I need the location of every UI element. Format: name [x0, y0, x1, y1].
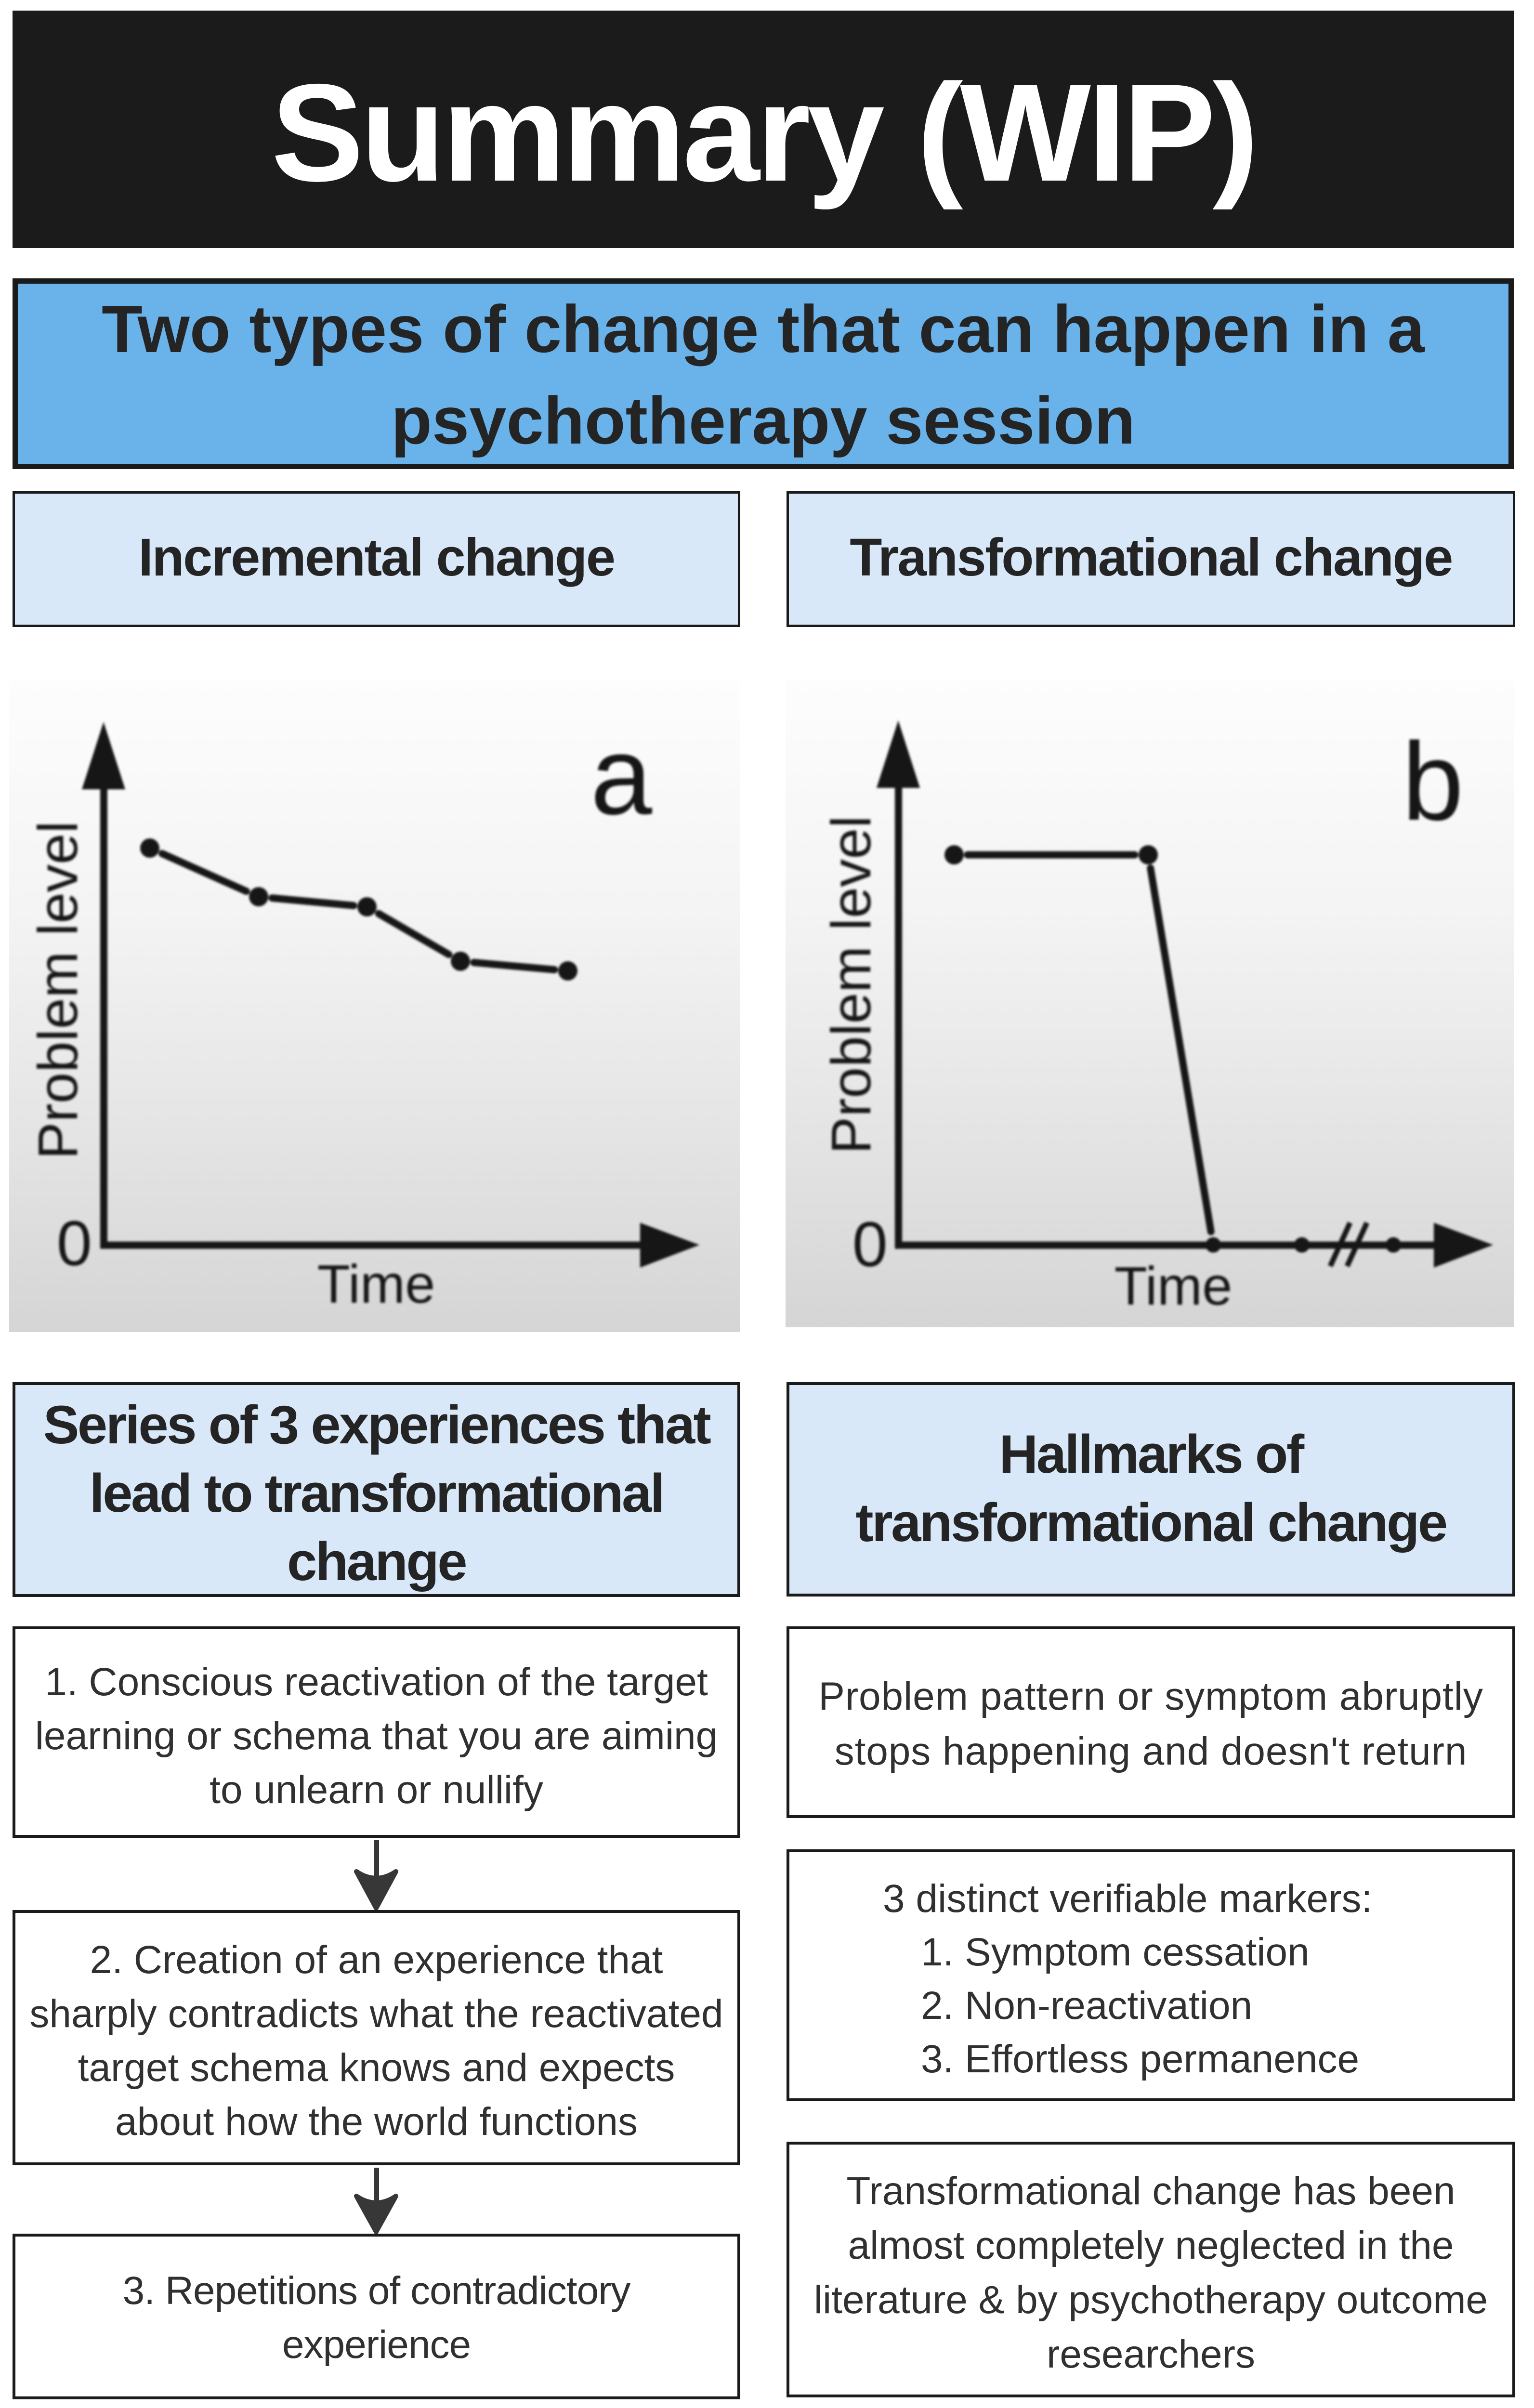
svg-text:Problem level: Problem level: [26, 821, 89, 1160]
svg-text:0: 0: [57, 1208, 92, 1279]
svg-text:Problem level: Problem level: [820, 816, 882, 1154]
svg-text:Time: Time: [317, 1254, 435, 1314]
svg-text:b: b: [1402, 720, 1464, 843]
svg-text:0: 0: [852, 1209, 888, 1280]
svg-text:a: a: [590, 714, 652, 838]
svg-text:Time: Time: [1114, 1256, 1232, 1316]
